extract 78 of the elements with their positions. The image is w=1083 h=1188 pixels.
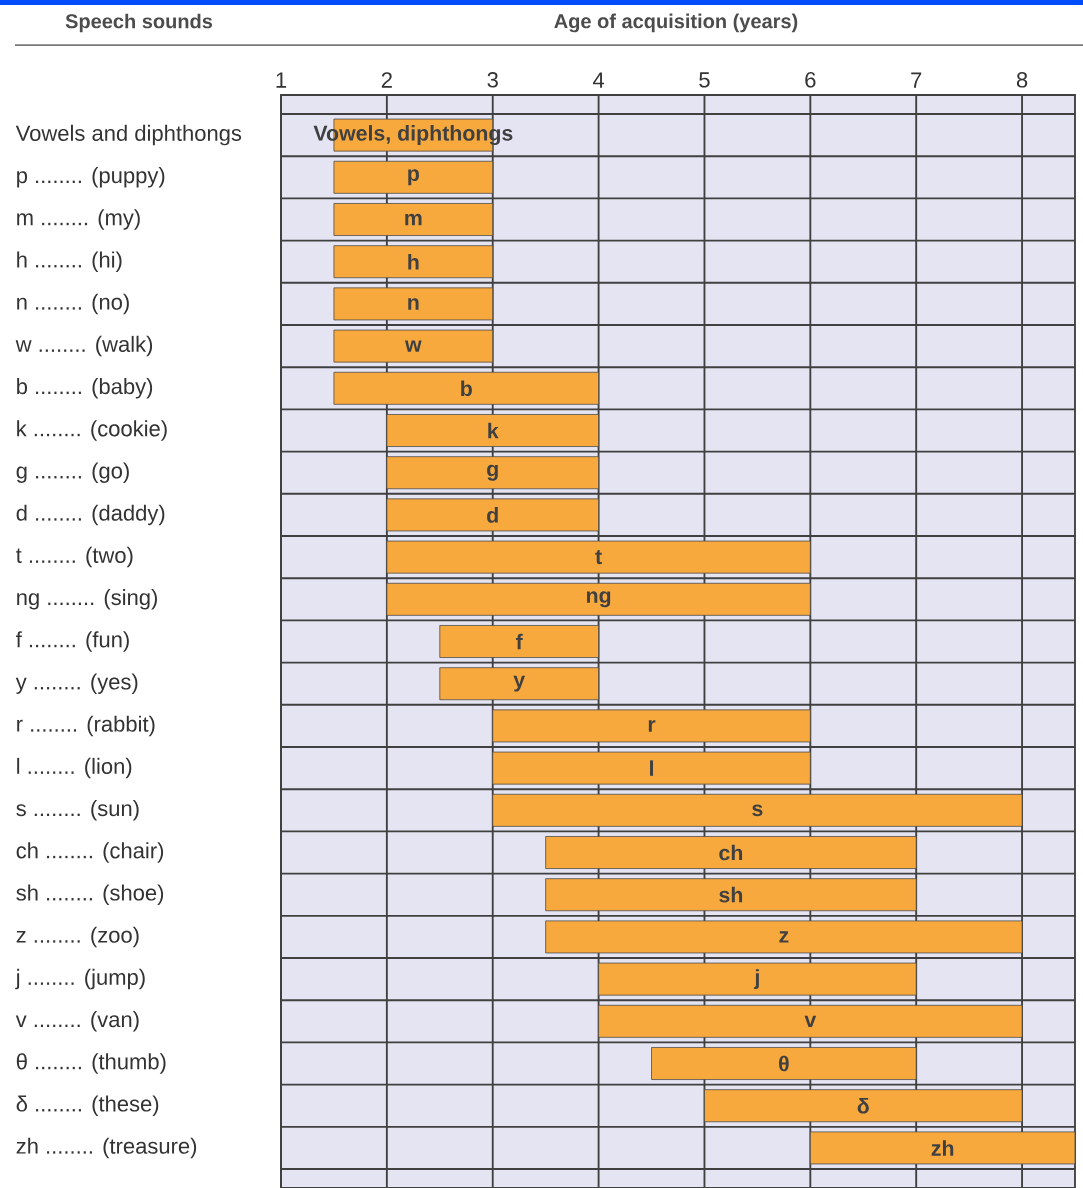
bar bbox=[333, 287, 494, 321]
x-tick-label: 3 bbox=[487, 72, 498, 88]
data-label: k bbox=[488, 422, 499, 439]
y-tick-label: m ........ (my) bbox=[17, 209, 140, 230]
y-tick-label: k ........ (cookie) bbox=[17, 420, 167, 441]
data-label: y bbox=[513, 675, 526, 692]
x-tick-label: 2 bbox=[381, 72, 392, 88]
data-label: zh bbox=[931, 1140, 954, 1156]
data-label: z bbox=[779, 931, 789, 943]
bar bbox=[651, 1047, 917, 1080]
bar bbox=[333, 329, 494, 363]
data-label: n bbox=[408, 298, 419, 310]
data-label: f bbox=[516, 633, 523, 650]
data-label: t bbox=[595, 550, 602, 565]
bar bbox=[492, 751, 811, 785]
bar bbox=[492, 709, 811, 743]
data-label: h bbox=[408, 253, 419, 270]
y-tick-label: δ ........ (these) bbox=[16, 1095, 159, 1116]
y-tick-label: f ........ (fun) bbox=[16, 631, 129, 652]
y-tick-label: d ........ (daddy) bbox=[16, 504, 165, 526]
data-label: ch bbox=[719, 844, 743, 861]
y-tick-label: z ........ (zoo) bbox=[16, 926, 139, 948]
bar bbox=[386, 456, 599, 490]
y-tick-label: θ ........ (thumb) bbox=[16, 1053, 166, 1074]
y-tick-label: l ........ (lion) bbox=[17, 757, 132, 779]
x-axis-title: Age of acquisition (years) bbox=[554, 13, 798, 33]
y-tick-label: zh ........ (treasure) bbox=[16, 1137, 197, 1159]
data-label: l bbox=[650, 760, 653, 776]
bar bbox=[439, 625, 599, 658]
bar bbox=[386, 414, 599, 447]
data-label: v bbox=[804, 1015, 817, 1027]
bar bbox=[333, 203, 494, 236]
data-label: sh bbox=[719, 886, 743, 903]
data-label: s bbox=[752, 804, 763, 817]
x-tick-label: 7 bbox=[911, 72, 922, 88]
y-tick-label: sh ........ (shoe) bbox=[16, 884, 164, 905]
y-tick-label: w ........ (walk) bbox=[15, 335, 153, 357]
bar bbox=[333, 371, 599, 405]
x-tick-label: 4 bbox=[592, 72, 605, 88]
y-tick-label: g ........ (go) bbox=[16, 462, 129, 483]
y-tick-label: y ........ (yes) bbox=[15, 673, 138, 694]
x-tick-label: 6 bbox=[805, 72, 816, 88]
y-tick-label: t ........ (two) bbox=[16, 546, 133, 568]
data-label: δ bbox=[857, 1097, 869, 1114]
data-label: m bbox=[405, 213, 422, 226]
bar bbox=[439, 667, 599, 701]
y-tick-label: j ........ (jump) bbox=[15, 968, 145, 990]
y-tick-label: ng ........ (sing) bbox=[17, 589, 157, 610]
y-tick-label: n ........ (no) bbox=[17, 293, 129, 315]
bar bbox=[386, 540, 811, 574]
y-axis-title: Speech sounds bbox=[65, 13, 213, 33]
data-label: r bbox=[648, 720, 656, 732]
bar bbox=[545, 878, 917, 912]
data-label: b bbox=[461, 380, 472, 397]
x-tick-label: 1 bbox=[276, 72, 287, 88]
data-label: θ bbox=[779, 1055, 789, 1072]
data-label: w bbox=[404, 340, 422, 352]
bar bbox=[333, 245, 494, 279]
bar bbox=[598, 962, 917, 996]
y-tick-label: p ........ (puppy) bbox=[17, 167, 165, 188]
bar bbox=[545, 836, 917, 869]
data-label: d bbox=[487, 507, 498, 523]
y-tick-label: b ........ (baby) bbox=[17, 378, 153, 399]
y-tick-label: r ........ (rabbit) bbox=[17, 715, 155, 737]
data-label: ng bbox=[586, 591, 611, 608]
y-tick-label: h ........ (hi) bbox=[17, 251, 122, 272]
data-label: p bbox=[408, 169, 419, 186]
x-tick-label: 5 bbox=[699, 72, 710, 88]
bar bbox=[386, 498, 599, 532]
y-tick-label: Vowels and diphthongs bbox=[15, 124, 242, 146]
data-label: j bbox=[754, 969, 759, 990]
bar bbox=[386, 582, 811, 616]
bar bbox=[333, 160, 494, 194]
y-tick-label: s ........ (sun) bbox=[16, 800, 139, 821]
y-tick-label: v ........ (van) bbox=[15, 1011, 139, 1032]
data-label: g bbox=[487, 464, 498, 481]
y-tick-label: ch ........ (chair) bbox=[16, 842, 164, 863]
x-tick-label: 8 bbox=[1016, 72, 1028, 88]
